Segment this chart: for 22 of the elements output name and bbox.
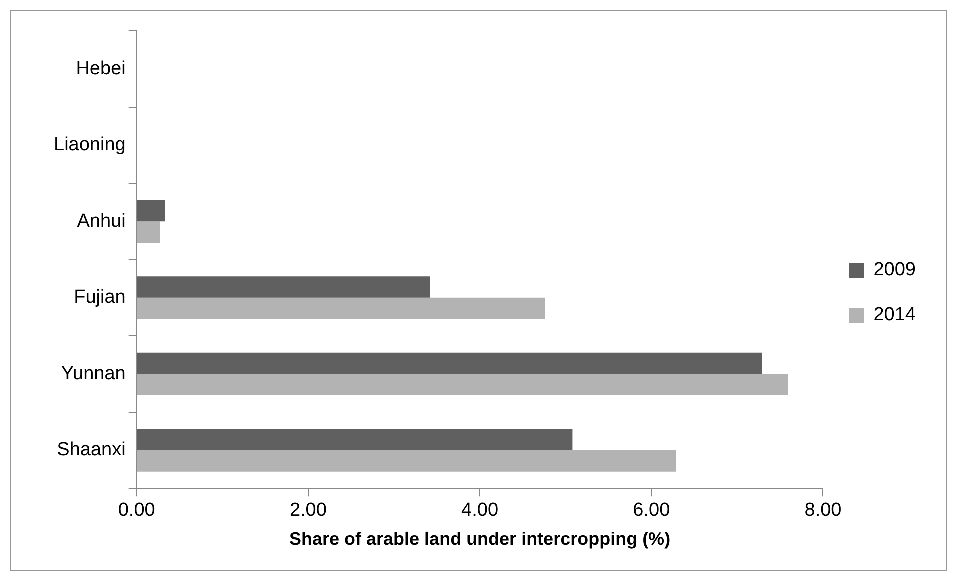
y-tick-label: Hebei [76,58,126,80]
x-axis-title: Share of arable land under intercropping (%) [290,529,671,550]
x-tick-label: 4.00 [462,500,499,522]
bar [137,276,430,298]
y-tick-label: Anhui [77,210,126,232]
bar [137,222,160,244]
bar [137,200,166,222]
y-tick-label: Fujian [74,287,126,308]
bar [137,450,677,472]
legend-label: 2009 [874,260,916,281]
bar [137,298,546,320]
legend-label: 2014 [874,304,916,326]
y-tick-label: Shaanxi [57,440,126,461]
x-tick-label: 0.00 [118,500,156,522]
x-tick-label: 8.00 [804,500,842,522]
y-tick-label: Yunnan [61,363,126,384]
bar [137,374,788,396]
bar [137,429,573,450]
x-tick-label: 6.00 [633,500,670,522]
x-tick-label: 2.00 [290,500,327,522]
bar [137,352,762,374]
y-tick-label: Liaoning [54,134,126,156]
